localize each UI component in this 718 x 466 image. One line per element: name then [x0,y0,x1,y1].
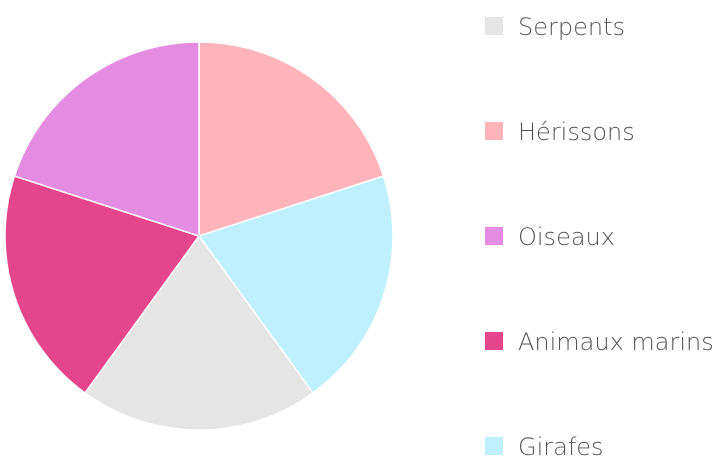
legend-label: Serpents [518,13,625,41]
legend-label: Hérissons [518,118,635,146]
legend-item: Hérissons [485,118,635,146]
pie-slice-serpents [83,234,315,431]
legend-swatch [485,437,503,455]
legend-item: Oiseaux [485,223,615,251]
legend-swatch [485,17,503,35]
legend: Serpents Hérissons Oiseaux Animaux marins Gi… [485,13,714,461]
legend-label: Animaux marins [518,328,714,356]
legend-swatch [485,227,503,245]
legend-item: Serpents [485,13,625,41]
legend-item: Girafes [485,433,604,461]
legend-swatch [485,122,503,140]
pie-slice-girafes [197,175,394,394]
legend-swatch [485,332,503,350]
pie-slice-oiseaux [13,41,200,238]
legend-label: Oiseaux [518,223,615,251]
legend-item: Animaux marins [485,328,714,356]
legend-label: Girafes [518,433,604,461]
pie-slice-h-rissons [198,41,385,238]
pie-slice-animaux-marins [4,175,201,394]
pie-slices [4,41,394,431]
